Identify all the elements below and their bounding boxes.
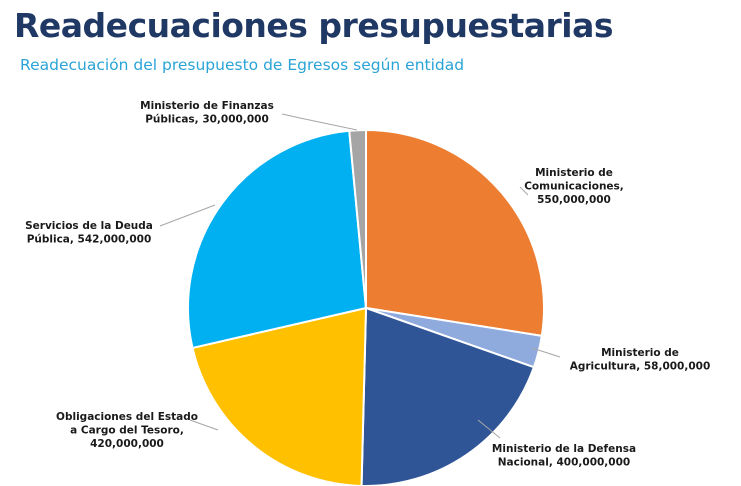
page-subtitle: Readecuación del presupuesto de Egresos … — [20, 56, 465, 74]
pie-slice-4 — [191, 306, 368, 486]
data-label-6: Ministerio de Finanzas Públicas, 30,000,0… — [140, 100, 274, 126]
pie-slice-5 — [187, 129, 368, 350]
leader-line-1 — [519, 186, 529, 196]
pie-slice-3 — [360, 306, 536, 486]
leader-line-4 — [189, 419, 219, 431]
leader-line-2 — [531, 347, 561, 358]
data-label-5: Servicios de la Deuda Pública, 542,000,00… — [25, 220, 153, 246]
data-label-4: Obligaciones del Estado a Cargo del Tesor… — [56, 411, 198, 450]
leader-line-6 — [281, 113, 358, 131]
data-label-3: Ministerio de la Defensa Nacional, 400,00… — [492, 443, 636, 469]
leader-line-3 — [477, 419, 501, 439]
page-title: Readecuaciones presupuestarias — [14, 6, 614, 45]
data-label-1: Ministerio de Comunicaciones, 550,000,000 — [524, 167, 624, 206]
data-label-2: Ministerio de Agricultura, 58,000,000 — [570, 347, 711, 373]
leader-line-5 — [159, 204, 216, 227]
pie-slice-1 — [365, 128, 545, 337]
pie-slice-6 — [348, 128, 367, 309]
